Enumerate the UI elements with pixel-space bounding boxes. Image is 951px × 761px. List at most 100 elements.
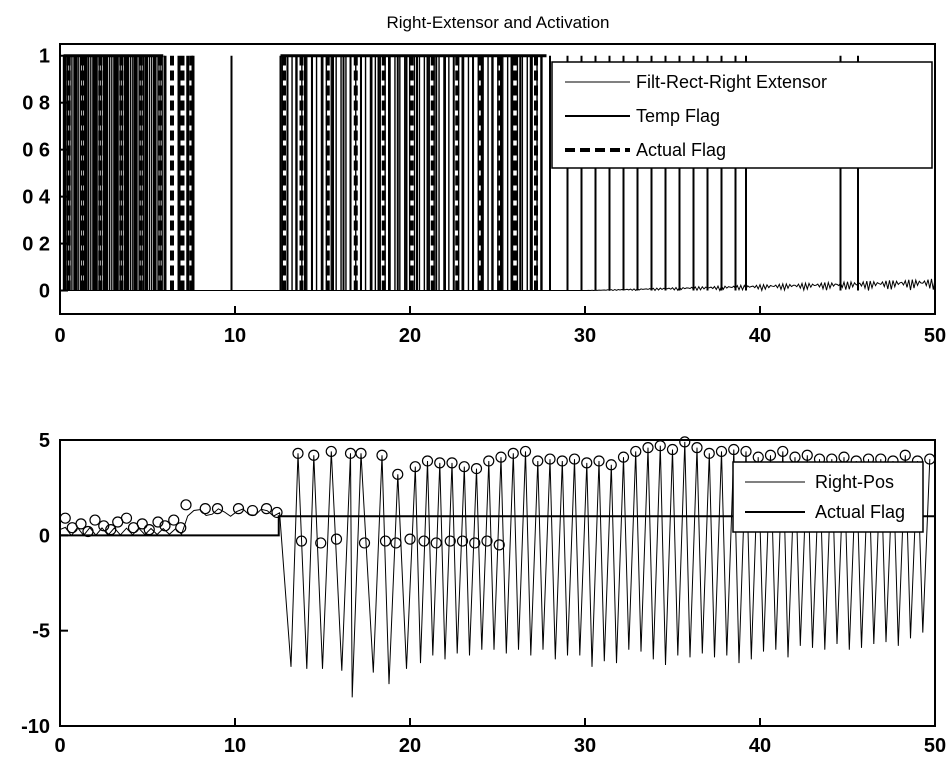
top-x-tick-label: 20 bbox=[399, 325, 421, 347]
top-x-tick-label: 50 bbox=[924, 325, 946, 347]
right-pos-early-marker-18 bbox=[211, 503, 224, 515]
right-pos-trough-marker-13 bbox=[493, 539, 505, 551]
top-y-tick-label: 0 bbox=[39, 281, 50, 303]
right-pos-peak-marker-7 bbox=[409, 461, 421, 473]
bottom-y-tick-label: -10 bbox=[21, 716, 50, 738]
right-pos-peak-marker-18 bbox=[544, 453, 556, 465]
top-y-tick-label: 0 8 bbox=[22, 93, 50, 115]
bottom-x-tick-label: 40 bbox=[749, 735, 771, 757]
right-pos-early-marker-3 bbox=[82, 525, 94, 538]
right-pos-peak-marker-36 bbox=[764, 449, 777, 461]
right-pos-early-marker-15 bbox=[175, 522, 187, 534]
right-pos-trough-marker-6 bbox=[404, 533, 416, 545]
right-pos-peak-marker-39 bbox=[801, 449, 813, 461]
right-pos-trough-marker-2 bbox=[330, 533, 343, 545]
right-pos-peak-marker-0 bbox=[292, 447, 304, 459]
top-x-tick-label: 40 bbox=[749, 325, 771, 347]
legend-label-actual: Actual Flag bbox=[636, 140, 726, 160]
right-pos-early-marker-17 bbox=[199, 503, 211, 515]
top-x-tick-label: 30 bbox=[574, 325, 596, 347]
bottom-x-tick-label: 50 bbox=[924, 735, 946, 757]
right-pos-peak-marker-49 bbox=[924, 453, 936, 465]
right-pos-early-marker-20 bbox=[246, 504, 259, 517]
right-pos-peak-marker-47 bbox=[899, 449, 911, 461]
right-pos-peak-marker-22 bbox=[593, 455, 605, 467]
bottom-plot-area bbox=[59, 436, 936, 698]
right-pos-early-marker-19 bbox=[232, 503, 245, 515]
right-pos-trough-marker-7 bbox=[418, 535, 430, 547]
right-pos-peak-marker-34 bbox=[740, 445, 752, 458]
right-pos-early-marker-8 bbox=[120, 512, 133, 524]
chart-title: Right-Extensor and Activation bbox=[386, 13, 609, 32]
right-pos-peak-marker-23 bbox=[605, 459, 617, 471]
right-pos-trough-marker-1 bbox=[315, 537, 327, 549]
right-pos-trough-marker-3 bbox=[358, 537, 371, 549]
right-pos-peak-marker-12 bbox=[470, 463, 483, 475]
right-pos-peak-marker-15 bbox=[507, 447, 519, 459]
bottom-legend: Right-Pos Actual Flag bbox=[732, 461, 924, 533]
right-pos-trough-marker-12 bbox=[481, 535, 493, 547]
right-pos-peak-marker-14 bbox=[495, 451, 507, 463]
top-x-tick-label: 0 bbox=[54, 325, 65, 347]
right-pos-peak-marker-32 bbox=[715, 445, 728, 458]
right-pos-trough-marker-10 bbox=[456, 535, 469, 547]
right-pos-peak-marker-2 bbox=[325, 445, 337, 458]
top-y-tick-label: 0 6 bbox=[22, 140, 50, 162]
legend-label-filt: Filt-Rect-Right Extensor bbox=[636, 72, 827, 92]
right-pos-peak-marker-26 bbox=[642, 442, 654, 454]
bottom-x-tick-label: 0 bbox=[54, 735, 65, 757]
right-pos-peak-marker-30 bbox=[691, 442, 703, 454]
right-pos-peak-marker-11 bbox=[458, 461, 470, 473]
top-x-tick-label: 10 bbox=[224, 325, 246, 347]
series-right-pos-line bbox=[59, 441, 931, 698]
top-axis-ticks: 0 10 20 30 40 50 0 0 2 0 4 0 6 0 8 1 bbox=[22, 46, 946, 347]
right-pos-peak-marker-20 bbox=[568, 453, 581, 465]
right-pos-peak-marker-29 bbox=[679, 436, 691, 448]
right-pos-peak-marker-17 bbox=[532, 455, 544, 467]
series-actual-flag-line bbox=[60, 515, 935, 537]
right-pos-peak-marker-10 bbox=[446, 457, 458, 469]
right-pos-early-marker-21 bbox=[260, 503, 273, 515]
bottom-x-tick-label: 30 bbox=[574, 735, 596, 757]
bottom-y-tick-label: 5 bbox=[39, 430, 50, 452]
bottom-subplot: 0 10 20 30 40 50 -10 -5 0 5 Right-Pos Actual Flag bbox=[21, 430, 946, 757]
bottom-legend-box bbox=[732, 461, 924, 533]
top-legend: Filt-Rect-Right Extensor Temp Flag Actua… bbox=[551, 61, 933, 169]
right-pos-early-marker-13 bbox=[159, 520, 171, 532]
top-y-tick-label: 0 4 bbox=[22, 187, 51, 209]
right-pos-peak-marker-6 bbox=[392, 468, 404, 480]
top-plot-area bbox=[60, 54, 936, 293]
legend-label-rightpos: Right-Pos bbox=[815, 472, 894, 492]
right-pos-peak-marker-13 bbox=[483, 455, 495, 467]
right-pos-peak-marker-16 bbox=[519, 445, 532, 458]
right-pos-early-marker-14 bbox=[168, 514, 180, 526]
right-pos-trough-marker-5 bbox=[390, 537, 402, 549]
legend-label-temp: Temp Flag bbox=[636, 106, 720, 126]
right-pos-peak-marker-28 bbox=[666, 443, 679, 456]
right-pos-early-marker-10 bbox=[136, 518, 148, 530]
right-pos-trough-marker-9 bbox=[444, 535, 456, 547]
right-pos-trough-marker-8 bbox=[430, 537, 442, 549]
bottom-x-tick-label: 10 bbox=[224, 735, 246, 757]
right-pos-peak-marker-9 bbox=[434, 457, 446, 469]
right-pos-peak-marker-1 bbox=[308, 449, 320, 461]
right-pos-early-marker-0 bbox=[59, 512, 71, 524]
right-pos-early-marker-4 bbox=[89, 514, 101, 526]
right-pos-peak-marker-27 bbox=[654, 440, 666, 452]
right-pos-peak-marker-25 bbox=[630, 445, 642, 458]
bottom-x-tick-label: 20 bbox=[399, 735, 421, 757]
right-pos-trough-marker-0 bbox=[295, 535, 308, 547]
right-pos-trough-marker-11 bbox=[469, 537, 481, 549]
right-pos-peak-marker-21 bbox=[581, 457, 593, 469]
right-pos-early-marker-2 bbox=[75, 518, 87, 530]
right-pos-peak-marker-31 bbox=[703, 447, 715, 459]
right-pos-trough-marker-4 bbox=[379, 535, 392, 547]
right-pos-peak-marker-37 bbox=[777, 445, 789, 458]
top-subplot: Right-Extensor and Activation 0 10 20 30 40 5… bbox=[22, 13, 946, 347]
top-y-tick-label: 1 bbox=[39, 46, 50, 68]
legend-label-actualflag: Actual Flag bbox=[815, 502, 905, 522]
right-pos-early-marker-12 bbox=[152, 516, 164, 528]
right-pos-peak-marker-5 bbox=[376, 449, 388, 461]
top-y-tick-label: 0 2 bbox=[22, 234, 50, 256]
